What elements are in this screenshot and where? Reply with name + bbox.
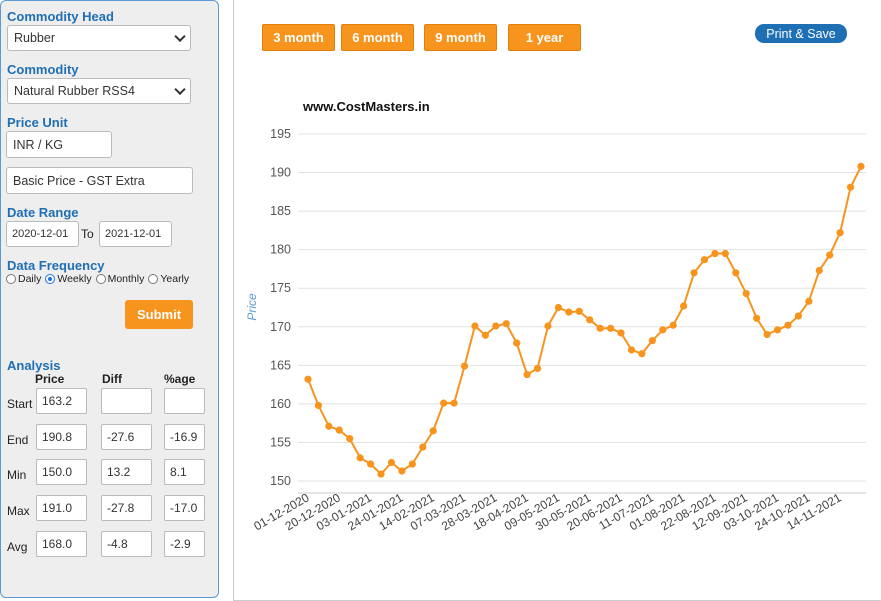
analysis-col-pct: %age	[164, 372, 196, 386]
filter-panel: Commodity Head Rubber Commodity Natural …	[0, 0, 219, 598]
frequency-radio-daily[interactable]	[6, 274, 16, 284]
date-from-field[interactable]: 2020-12-01	[6, 221, 79, 247]
commodity-head-label: Commodity Head	[7, 9, 114, 24]
analysis-avg-diff: -4.8	[101, 531, 152, 557]
commodity-value: Natural Rubber RSS4	[14, 84, 135, 98]
period-3-month-button[interactable]: 3 month	[262, 24, 335, 51]
price-basis-value: Basic Price - GST Extra	[13, 173, 145, 188]
date-from-value: 2020-12-01	[12, 228, 69, 240]
analysis-avg-price: 168.0	[36, 531, 87, 557]
analysis-min-price: 150.0	[36, 459, 87, 485]
price-unit-value: INR / KG	[13, 137, 64, 152]
analysis-max-pct: -17.0	[164, 495, 205, 521]
analysis-max-price: 191.0	[36, 495, 87, 521]
frequency-radio-yearly[interactable]	[148, 274, 159, 284]
analysis-end-pct: -16.9	[164, 424, 205, 450]
frequency-label-yearly: Yearly	[160, 273, 190, 285]
date-to-value: 2021-12-01	[105, 228, 162, 240]
analysis-col-diff: Diff	[102, 372, 122, 386]
price-unit-field[interactable]: INR / KG	[6, 131, 112, 158]
date-range-label: Date Range	[7, 205, 79, 220]
print-save-button[interactable]: Print & Save	[755, 24, 847, 43]
commodity-select[interactable]: Natural Rubber RSS4	[7, 78, 191, 104]
analysis-start-price: 163.2	[36, 388, 87, 414]
commodity-head-value: Rubber	[14, 31, 55, 45]
period-1-year-button[interactable]: 1 year	[508, 24, 581, 51]
analysis-end-price: 190.8	[36, 424, 87, 450]
frequency-label-daily: Daily	[18, 273, 42, 285]
analysis-row-label: Max	[7, 504, 30, 518]
frequency-radio-group: Daily Weekly Monthly Yearly	[6, 273, 193, 285]
analysis-row-label: Min	[7, 468, 27, 482]
analysis-title: Analysis	[7, 358, 61, 373]
frequency-label-monthly: Monthly	[107, 273, 145, 285]
analysis-max-diff: -27.8	[101, 495, 152, 521]
data-frequency-label: Data Frequency	[7, 258, 105, 273]
date-to-field[interactable]: 2021-12-01	[99, 221, 172, 247]
analysis-min-pct: 8.1	[164, 459, 205, 485]
price-basis-field[interactable]: Basic Price - GST Extra	[6, 167, 193, 194]
analysis-row-label: Avg	[7, 540, 28, 554]
frequency-radio-weekly[interactable]	[45, 274, 56, 284]
submit-button[interactable]: Submit	[125, 300, 193, 329]
commodity-head-select[interactable]: Rubber	[7, 25, 191, 51]
date-to-label: To	[81, 227, 94, 241]
period-9-month-button[interactable]: 9 month	[424, 24, 497, 51]
frequency-radio-monthly[interactable]	[95, 274, 106, 284]
analysis-avg-pct: -2.9	[164, 531, 205, 557]
chart-container	[233, 0, 881, 601]
frequency-label-weekly: Weekly	[57, 273, 92, 285]
analysis-row-label: End	[7, 433, 29, 447]
price-unit-label: Price Unit	[7, 115, 68, 130]
period-6-month-button[interactable]: 6 month	[341, 24, 414, 51]
analysis-col-price: Price	[35, 372, 65, 386]
analysis-start-diff	[101, 388, 152, 414]
commodity-label: Commodity	[7, 62, 79, 77]
analysis-row-label: Start	[7, 397, 33, 411]
analysis-min-diff: 13.2	[101, 459, 152, 485]
analysis-start-pct	[164, 388, 205, 414]
analysis-end-diff: -27.6	[101, 424, 152, 450]
